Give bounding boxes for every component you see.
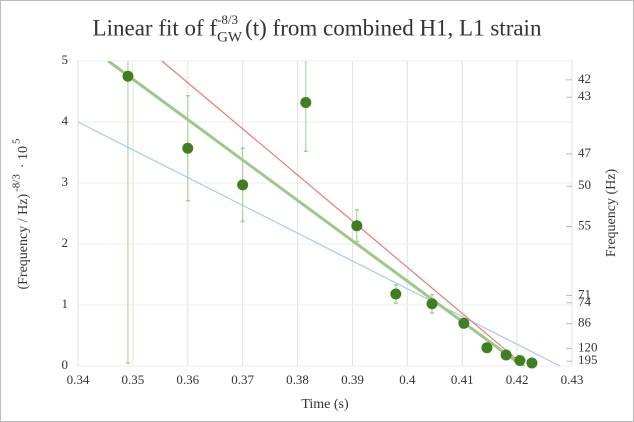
y2-tick-label: 195 xyxy=(578,352,598,367)
fit-line xyxy=(161,61,526,366)
data-point xyxy=(390,288,402,300)
data-point xyxy=(458,317,470,329)
data-point xyxy=(237,179,249,191)
y2-tick-label: 120 xyxy=(578,340,598,355)
x-tick-label: 0.35 xyxy=(122,372,145,387)
y-tick-label: 5 xyxy=(62,52,69,67)
y2-tick-label: 43 xyxy=(578,88,591,103)
y-label-part: -8/3 xyxy=(11,174,23,192)
data-point xyxy=(351,220,363,232)
x-tick-label: 0.34 xyxy=(67,372,90,387)
y-label-part: (Frequency / Hz) xyxy=(16,194,31,290)
fit-line xyxy=(107,61,524,366)
data-point xyxy=(500,349,512,361)
data-point xyxy=(514,355,526,367)
title-part: -8/3 xyxy=(217,12,238,27)
data-point xyxy=(182,142,194,154)
y-label-part: 5 xyxy=(11,138,23,144)
y2-tick-label: 74 xyxy=(578,294,592,309)
y2-tick-label: 71 xyxy=(578,286,591,301)
x-tick-label: 0.42 xyxy=(506,372,529,387)
y-axis-label: (Frequency / Hz) -8/3 · 10 5 xyxy=(11,138,32,290)
x-tick-label: 0.43 xyxy=(561,372,584,387)
y2-axis-label: Frequency (Hz) xyxy=(604,169,619,258)
fit-line xyxy=(78,121,561,366)
y2-tick-label: 50 xyxy=(578,177,591,192)
data-point xyxy=(122,70,134,82)
y-tick-label: 3 xyxy=(62,174,69,189)
data-point xyxy=(481,342,493,354)
y-tick-label: 4 xyxy=(62,113,69,128)
x-tick-label: 0.38 xyxy=(286,372,309,387)
title-part: (t) from combined H1, L1 strain xyxy=(245,15,542,40)
y2-tick-label: 42 xyxy=(578,71,591,86)
x-axis-label: Time (s) xyxy=(301,397,349,412)
data-point xyxy=(426,298,438,310)
y-label-part: · 10 xyxy=(16,146,31,168)
x-tick-label: 0.4 xyxy=(399,372,416,387)
title-part: Linear fit of f xyxy=(93,15,218,40)
data-point xyxy=(300,96,312,108)
x-tick-label: 0.37 xyxy=(231,372,254,387)
data-point xyxy=(526,357,538,369)
y-tick-label: 2 xyxy=(62,235,69,250)
y-tick-label: 0 xyxy=(62,357,69,372)
chart-title: Linear fit of f GW -8/3 (t) from combined H… xyxy=(93,12,542,45)
x-tick-label: 0.41 xyxy=(451,372,474,387)
y2-tick-label: 86 xyxy=(578,315,592,330)
y-tick-label: 1 xyxy=(62,296,69,311)
x-tick-label: 0.39 xyxy=(341,372,364,387)
y2-tick-label: 47 xyxy=(578,145,592,160)
title-part: GW xyxy=(217,29,243,45)
y2-tick-label: 55 xyxy=(578,218,591,233)
x-tick-label: 0.36 xyxy=(176,372,199,387)
